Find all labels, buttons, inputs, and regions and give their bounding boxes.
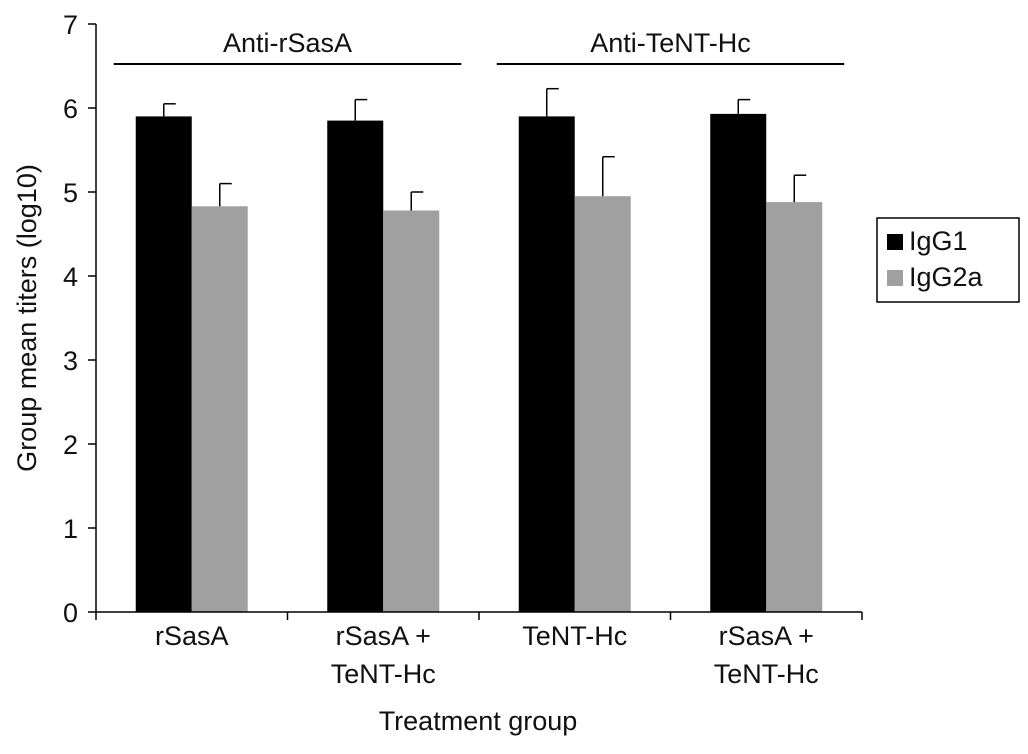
x-tick-label-2-0: TeNT-Hc — [522, 621, 627, 651]
bar-igg1-3 — [710, 113, 767, 612]
x-tick-label-1-0: rSasA + — [336, 621, 431, 651]
x-tick-label-3-0: rSasA + — [719, 621, 814, 651]
x-tick-label-0-0: rSasA — [155, 621, 229, 651]
y-tick-label-0: 0 — [63, 598, 78, 628]
legend-swatch-igg1 — [887, 234, 903, 250]
x-axis-title: Treatment group — [379, 706, 578, 736]
y-tick-label-4: 4 — [63, 262, 78, 292]
legend: IgG1 IgG2a — [876, 217, 1020, 303]
legend-label-igg1: IgG1 — [909, 226, 968, 256]
bar-igg1-1 — [327, 120, 384, 612]
error-bars-layer — [163, 87, 807, 211]
x-tick-label-1-1: TeNT-Hc — [331, 659, 436, 689]
axes-layer: rSasA rSasA + TeNT-Hc TeNT-Hc rSasA + TeNT-Hc… — [63, 10, 863, 689]
legend-swatch-igg2a — [887, 270, 903, 286]
y-tick-label-3: 3 — [63, 346, 78, 376]
y-tick-label-7: 7 — [63, 10, 78, 40]
bar-igg2a-0 — [191, 206, 248, 612]
bar-igg1-0 — [135, 116, 192, 613]
y-tick-label-5: 5 — [63, 178, 78, 208]
bar-igg2a-2 — [574, 196, 631, 612]
x-tick-label-3-1: TeNT-Hc — [714, 659, 819, 689]
group-label-1: Anti-TeNT-Hc — [590, 28, 751, 58]
y-tick-label-1: 1 — [63, 514, 78, 544]
legend-box — [876, 217, 1020, 303]
group-label-0: Anti-rSasA — [223, 28, 352, 58]
group-annotations-layer: Anti-rSasA Anti-TeNT-Hc — [113, 28, 845, 65]
y-tick-label-6: 6 — [63, 94, 78, 124]
bar-igg2a-3 — [766, 202, 823, 612]
bars-layer — [135, 113, 823, 613]
y-axis-title: Group mean titers (log10) — [12, 164, 42, 472]
legend-label-igg2a: IgG2a — [909, 262, 984, 292]
bar-igg1-2 — [518, 116, 575, 613]
bar-igg2a-1 — [383, 210, 440, 613]
y-tick-label-2: 2 — [63, 430, 78, 460]
